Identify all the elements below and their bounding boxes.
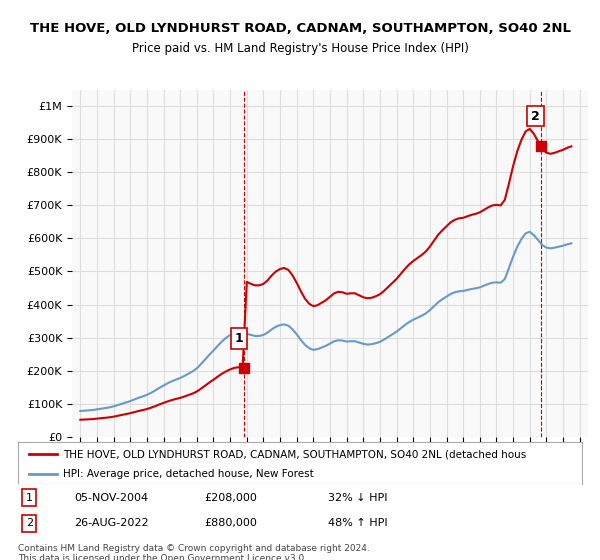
Text: 32% ↓ HPI: 32% ↓ HPI: [328, 493, 388, 503]
Text: 2: 2: [531, 110, 540, 123]
Text: Price paid vs. HM Land Registry's House Price Index (HPI): Price paid vs. HM Land Registry's House …: [131, 42, 469, 55]
Text: £208,000: £208,000: [204, 493, 257, 503]
Text: HPI: Average price, detached house, New Forest: HPI: Average price, detached house, New …: [63, 469, 314, 479]
Text: 1: 1: [26, 493, 33, 503]
Text: This data is licensed under the Open Government Licence v3.0.: This data is licensed under the Open Gov…: [18, 554, 307, 560]
Text: Contains HM Land Registry data © Crown copyright and database right 2024.: Contains HM Land Registry data © Crown c…: [18, 544, 370, 553]
Text: THE HOVE, OLD LYNDHURST ROAD, CADNAM, SOUTHAMPTON, SO40 2NL: THE HOVE, OLD LYNDHURST ROAD, CADNAM, SO…: [29, 22, 571, 35]
Text: 26-AUG-2022: 26-AUG-2022: [74, 518, 149, 528]
Text: 2: 2: [26, 518, 33, 528]
Text: £880,000: £880,000: [204, 518, 257, 528]
Text: 05-NOV-2004: 05-NOV-2004: [74, 493, 149, 503]
Text: 1: 1: [235, 332, 244, 345]
Text: 48% ↑ HPI: 48% ↑ HPI: [328, 518, 388, 528]
Text: THE HOVE, OLD LYNDHURST ROAD, CADNAM, SOUTHAMPTON, SO40 2NL (detached hous: THE HOVE, OLD LYNDHURST ROAD, CADNAM, SO…: [63, 449, 526, 459]
